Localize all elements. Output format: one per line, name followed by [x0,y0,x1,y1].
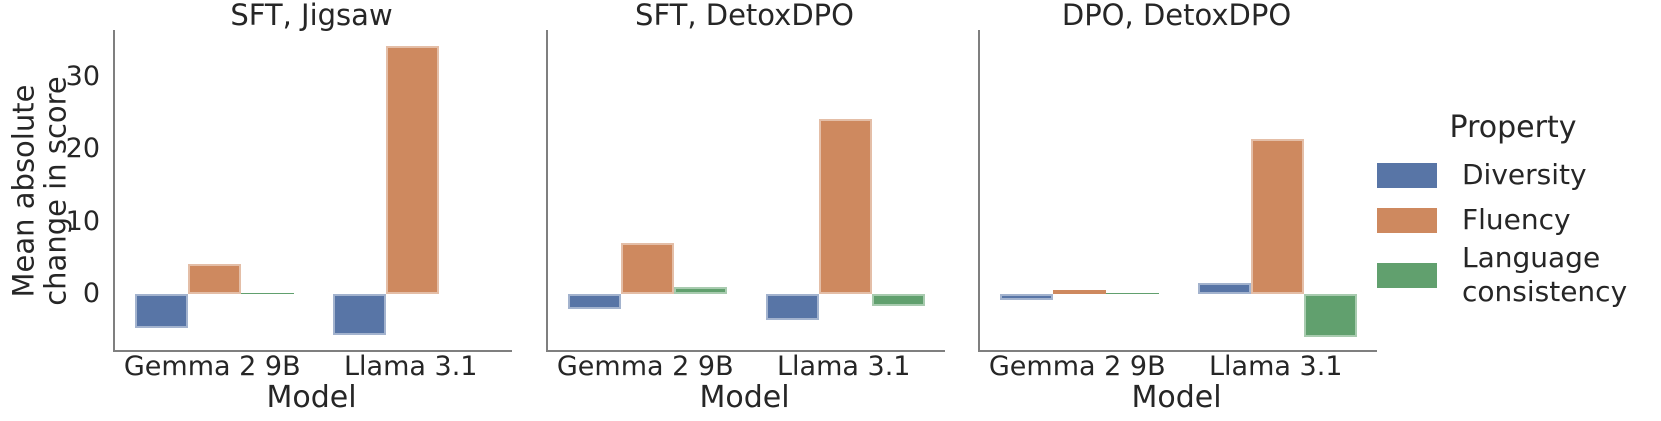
x-axis-label: Model [699,380,790,415]
plot-area [546,30,945,352]
x-tick-label: Llama 3.1 [1209,351,1343,382]
bar-fluency [819,119,873,294]
legend-row-diversity: Diversity [1377,158,1587,192]
bar-language-consistency [240,292,294,295]
y-tick-label: 10 [65,205,100,237]
bar-diversity [766,294,820,321]
bar-diversity [1198,283,1252,294]
legend-label: Fluency [1462,203,1571,236]
bar-fluency [386,45,440,294]
x-tick-label: Llama 3.1 [344,351,478,382]
y-tick-label: 20 [65,133,100,165]
bar-language-consistency [872,294,926,307]
subplot-title: SFT, DetoxDPO [635,0,854,32]
x-tick-label: Gemma 2 9B [123,351,301,382]
x-axis-label: Model [266,380,357,415]
bar-language-consistency [1105,292,1159,295]
subplot-dpo-detoxdpo: DPO, DetoxDPO Model Gemma 2 9B Llama 3.1 [978,0,1377,421]
y-axis-label: Mean absolute change in score [6,76,73,306]
plot-area [113,30,512,352]
y-tick-label: 30 [65,60,100,92]
x-axis-label: Model [1131,380,1222,415]
x-tick-label: Gemma 2 9B [988,351,1166,382]
bar-diversity [134,294,188,329]
bar-fluency [187,263,241,294]
legend-row-fluency: Fluency [1377,203,1571,237]
legend-label: Diversity [1462,158,1587,191]
language-consistency-swatch [1377,262,1437,288]
legend: Property Diversity Fluency Language cons… [1377,112,1661,332]
bar-fluency [1251,139,1305,294]
legend-row-language-consistency: Language consistency [1377,240,1627,310]
subplot-sft-jigsaw: SFT, Jigsaw Model Gemma 2 9B Llama 3.1 [113,0,512,421]
legend-title: Property [1449,110,1577,145]
subplot-title: SFT, Jigsaw [230,0,393,32]
bar-diversity [333,294,387,336]
x-tick-label: Llama 3.1 [777,351,911,382]
x-tick-label: Gemma 2 9B [556,351,734,382]
bar-fluency [620,242,674,294]
subplot-sft-detoxdpo: SFT, DetoxDPO Model Gemma 2 9B Llama 3.1 [546,0,945,421]
fluency-swatch [1377,207,1437,233]
bar-diversity [999,294,1053,300]
subplot-title: DPO, DetoxDPO [1061,0,1292,32]
bar-diversity [567,294,621,310]
y-tick-label: 0 [82,278,100,309]
legend-label: Language consistency [1462,241,1628,308]
bar-language-consistency [1304,294,1358,337]
bar-fluency [1052,290,1106,294]
plot-area [978,30,1377,352]
diversity-swatch [1377,162,1437,188]
bar-language-consistency [673,287,727,294]
